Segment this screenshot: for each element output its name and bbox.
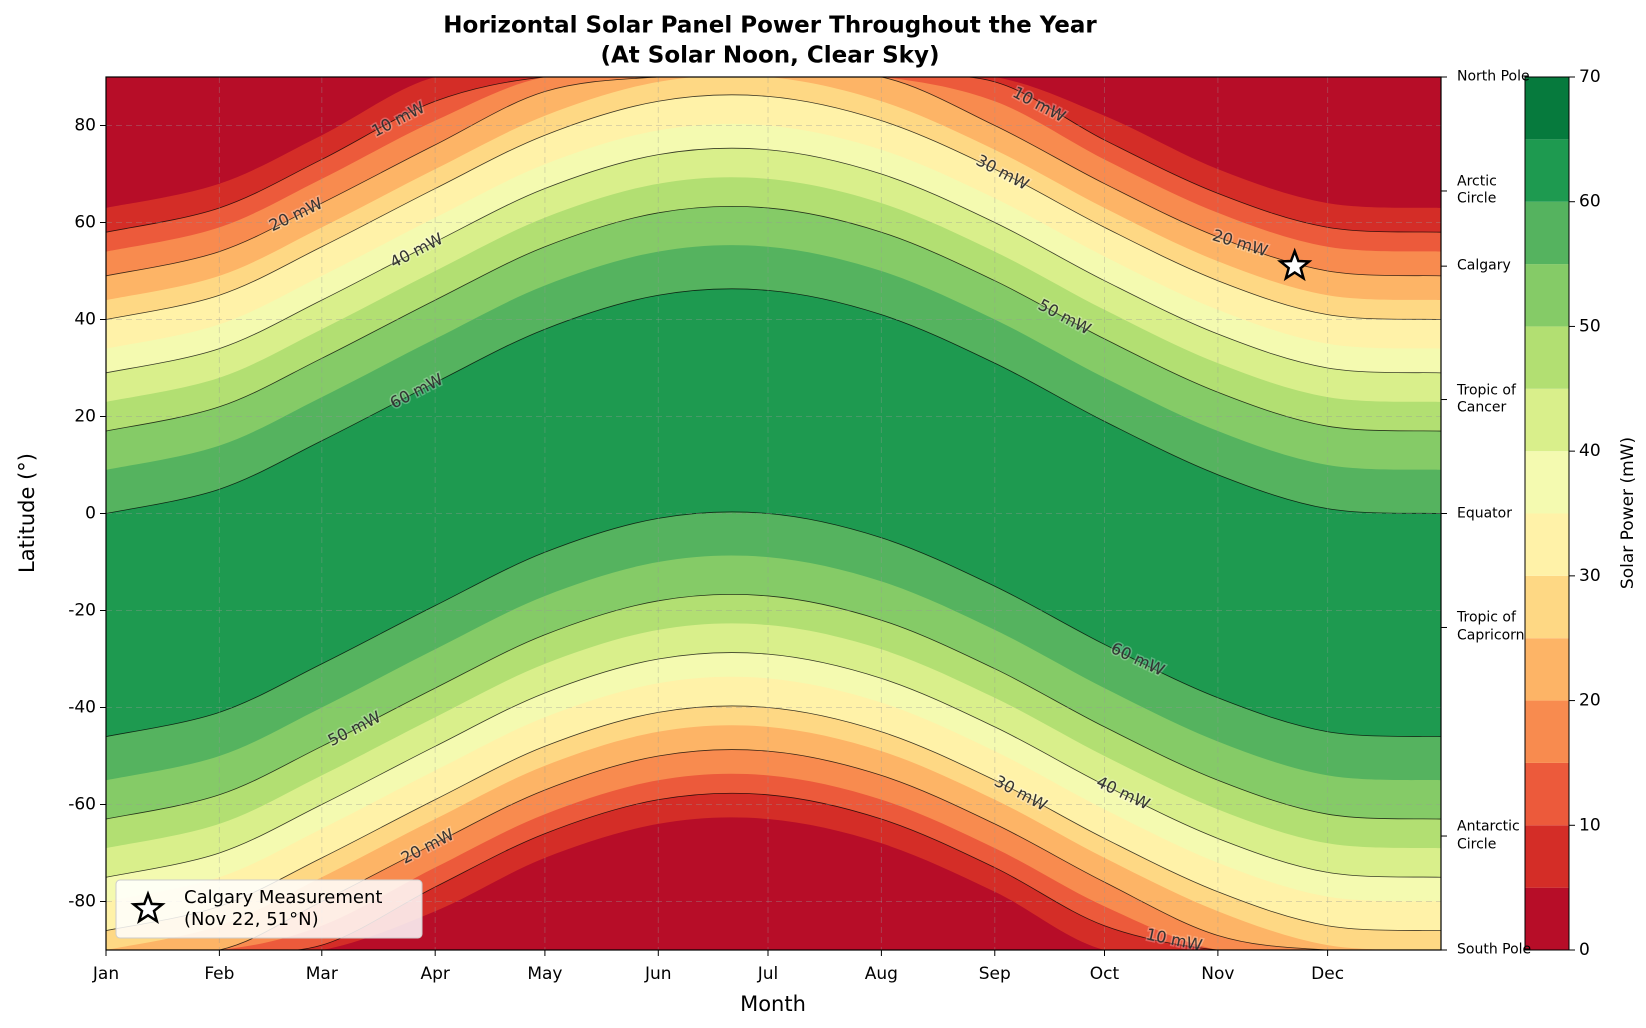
y-tick-label: -60 [68,795,96,815]
chart-title: Horizontal Solar Panel Power Throughout … [443,13,1097,39]
x-axis-label: Month [740,992,806,1016]
plot-area [106,77,1441,950]
legend-label: Calgary Measurement (Nov 22, 51°N) [184,887,383,930]
colorbar-tick-label: 0 [1579,940,1590,960]
colorbar-tick-label: 70 [1579,67,1601,87]
colorbar-band [1525,139,1569,202]
x-tick-label: Jan [92,964,119,984]
y-tick-label: 60 [74,213,96,233]
y-tick-label: -20 [68,601,96,621]
contour-line [106,147,1441,374]
colorbar-tick-label: 40 [1579,441,1601,461]
x-tick-label: Aug [865,964,898,984]
contour-line [106,593,1441,820]
contour-line [106,288,1441,514]
colorbar-band [1525,700,1569,763]
colorbar-label: Solar Power (mW) [1618,437,1638,589]
contour-line [106,705,1441,931]
contour-line [106,652,1441,878]
y2-tick-label: Arctic Circle [1457,173,1497,207]
contour-line [106,511,1441,737]
colorbar-tick-label: 30 [1579,566,1601,586]
y2-tick-label: Tropic of Cancer [1457,382,1516,416]
x-tick-label: Nov [1201,964,1234,984]
x-tick-label: Dec [1311,964,1344,984]
colorbar-band [1525,575,1569,639]
y-tick-label: 20 [74,407,96,427]
x-tick-label: Sep [979,964,1011,984]
contour-band [106,288,1441,737]
colorbar-tick-label: 20 [1579,691,1601,711]
x-tick-label: Apr [420,964,449,984]
contour-line [106,77,1441,277]
x-tick-label: Oct [1090,964,1120,984]
x-tick-label: Mar [306,964,338,984]
x-tick-label: Jul [757,964,779,984]
contour-line [106,205,1441,432]
y2-tick-label: Antarctic Circle [1457,818,1520,853]
y-tick-label: 40 [74,310,96,330]
colorbar-band [1525,451,1569,514]
legend-box [115,879,423,939]
colorbar-band [1525,326,1569,389]
x-tick-label: Feb [204,964,234,984]
y-tick-label: 80 [74,116,96,136]
marker-star [1277,247,1313,282]
colorbar-band [1525,513,1569,576]
colorbar-band [1525,825,1569,888]
y2-tick-label: Calgary [1457,257,1511,274]
colorbar-band [1525,887,1569,950]
colorbar-frame [1524,76,1570,951]
x-tick-label: May [527,964,562,984]
contour-line [106,94,1441,320]
y2-tick-label: Equator [1457,504,1512,521]
y-tick-label: -40 [68,698,96,718]
x-tick-label: Jun [644,964,672,984]
colorbar-tick-label: 10 [1579,815,1601,835]
y-axis-label: Latitude (°) [15,453,39,573]
legend-marker [130,890,166,925]
colorbar-band [1525,264,1569,327]
y-tick-label: 0 [85,504,96,524]
colorbar-band [1525,388,1569,452]
colorbar-band [1525,201,1569,265]
chart-subtitle: (At Solar Noon, Clear Sky) [600,43,939,69]
y-tick-label: -80 [68,892,96,912]
y2-tick-label: North Pole [1457,68,1530,85]
colorbar-band [1525,762,1569,826]
y2-tick-label: Tropic of Capricorn [1457,609,1525,644]
colorbar-band [1525,638,1569,701]
contour-line [106,77,1441,233]
colorbar-tick-label: 50 [1579,316,1601,336]
y2-tick-label: South Pole [1457,941,1532,958]
colorbar-band [1525,77,1569,140]
colorbar-tick-label: 60 [1579,192,1601,212]
